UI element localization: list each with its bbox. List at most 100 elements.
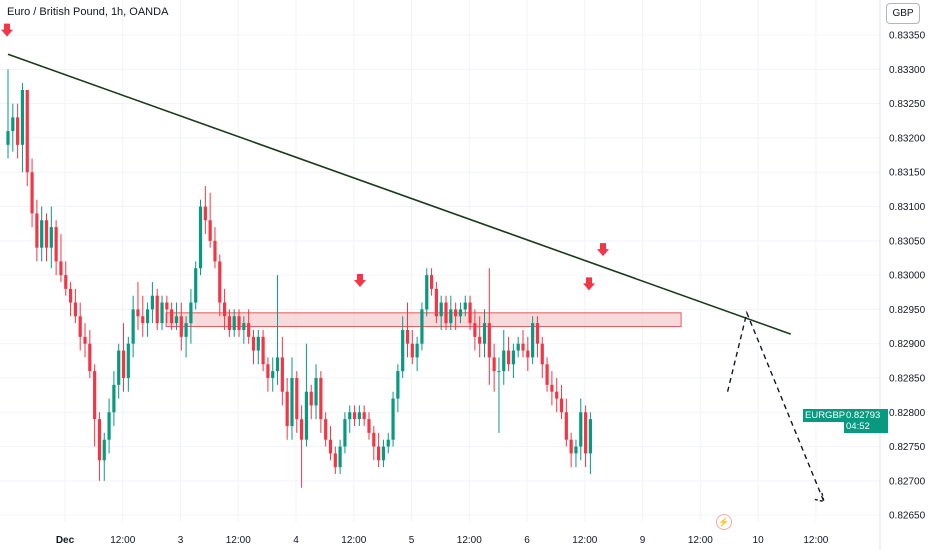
candle-body: [458, 309, 463, 317]
candle-body: [352, 412, 357, 420]
candle-body: [372, 432, 376, 447]
candle-body: [290, 377, 294, 426]
candle-body: [126, 343, 130, 378]
candle-body: [583, 412, 588, 454]
descending-trendline: [7, 53, 791, 335]
candle-body: [506, 350, 511, 365]
candle-body: [184, 323, 188, 337]
candle-body: [78, 316, 82, 337]
time-tick-label: 10: [753, 535, 765, 546]
candle-body: [521, 343, 525, 351]
candle-body: [155, 295, 159, 324]
last-price: 0.82793: [846, 410, 881, 421]
candle-body: [174, 316, 179, 324]
price-tick-label: 0.83350: [889, 31, 926, 42]
time-tick-label: Dec: [56, 535, 75, 546]
candle-body: [102, 439, 106, 461]
candle-body: [429, 275, 434, 289]
last-price-tag: EURGBP 0.82793 04:52: [803, 409, 888, 433]
candle-body: [410, 343, 414, 358]
chart-title: Euro / British Pound, 1h, OANDA: [7, 6, 169, 18]
candle-body: [401, 329, 405, 372]
candle-body: [131, 309, 135, 344]
candle-body: [497, 371, 501, 373]
candle-body: [381, 446, 386, 461]
candle-body: [362, 412, 366, 420]
candle-body: [516, 343, 520, 351]
candle-body: [328, 439, 333, 454]
candle-body: [579, 412, 583, 447]
candle-body: [179, 316, 183, 337]
candle-body: [425, 275, 429, 310]
candle-body: [203, 206, 207, 221]
candle-body: [434, 288, 438, 317]
candle-body: [44, 220, 49, 248]
trend-lines: [7, 53, 825, 503]
candle-body: [559, 398, 564, 413]
candle-body: [194, 268, 198, 303]
candle-body: [357, 412, 361, 420]
candle-body: [314, 377, 318, 406]
candle-body: [531, 323, 535, 358]
down-arrow-icon: [354, 273, 366, 287]
candle-body: [73, 302, 77, 317]
candle-body: [93, 371, 97, 420]
time-tick-label: 12:00: [110, 535, 135, 546]
candle-body: [271, 371, 275, 378]
candle-body: [251, 336, 256, 351]
price-tick-label: 0.82900: [889, 339, 926, 350]
price-tick-label: 0.83150: [889, 168, 926, 179]
candle-body: [222, 302, 227, 317]
candle-body: [348, 412, 352, 420]
candle-body: [107, 412, 111, 440]
candles: [6, 69, 592, 488]
time-tick-label: 12:00: [341, 535, 366, 546]
candle-body: [208, 220, 212, 241]
candle-body: [97, 419, 102, 461]
candle-body: [391, 398, 395, 440]
time-tick-label: 3: [178, 535, 184, 546]
price-axis[interactable]: 0.83350 0.83300 0.83250 0.83200 0.83150 0.831…: [889, 31, 926, 522]
candle-body: [482, 323, 487, 344]
price-tick-label: 0.83000: [889, 271, 926, 282]
candle-body: [242, 323, 246, 330]
candle-body: [247, 323, 251, 337]
price-tick-label: 0.83200: [889, 133, 926, 144]
candle-body: [468, 302, 472, 324]
price-tick-label: 0.83250: [889, 99, 926, 110]
candle-body: [309, 391, 313, 406]
candle-body: [83, 336, 87, 344]
time-axis[interactable]: Dec 12:00 3 12:00 4 12:00 5 12:00 6 12:00 9 12:00 10…: [56, 535, 829, 546]
candle-body: [25, 89, 29, 173]
lightning-bolt-icon[interactable]: ⚡: [716, 514, 732, 530]
candle-body: [232, 316, 236, 330]
candle-body: [30, 172, 34, 214]
candle-body: [35, 213, 39, 248]
projection-arrowhead: [814, 492, 825, 503]
candle-body: [343, 419, 347, 447]
candle-body: [535, 323, 540, 344]
candle-body: [511, 350, 515, 365]
candle-body: [213, 240, 217, 262]
candle-body: [49, 227, 53, 248]
candle-body: [40, 220, 44, 248]
candle-body: [526, 350, 530, 358]
candle-body: [324, 419, 328, 440]
candle-body: [150, 295, 154, 310]
candle-body: [88, 343, 92, 372]
candle-body: [492, 357, 496, 372]
price-tick-label: 0.82950: [889, 305, 926, 316]
candle-body: [444, 302, 448, 324]
currency-button[interactable]: GBP: [886, 3, 920, 24]
candle-body: [588, 419, 592, 454]
time-tick-label: 9: [640, 535, 646, 546]
candle-body: [189, 302, 193, 324]
candle-body: [285, 391, 289, 426]
ticker-label: EURGBP: [803, 409, 846, 422]
resistance-zone: [165, 312, 682, 328]
candle-body: [227, 316, 232, 330]
candle-body: [405, 329, 410, 344]
candle-body: [165, 302, 169, 310]
down-arrow-icon: [583, 277, 595, 291]
